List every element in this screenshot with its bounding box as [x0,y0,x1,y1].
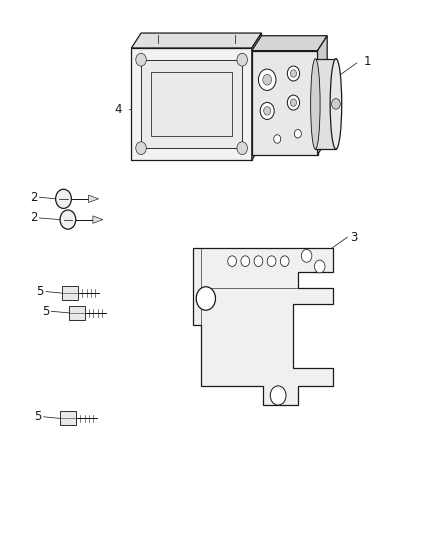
Text: 2: 2 [30,191,37,204]
Circle shape [264,107,271,115]
Polygon shape [193,248,333,405]
Circle shape [274,135,281,143]
Bar [131,48,252,160]
Polygon shape [252,36,327,51]
Text: 3: 3 [350,231,358,244]
Text: 5: 5 [36,285,44,298]
Bar [60,411,76,425]
Circle shape [237,53,247,66]
Polygon shape [93,216,103,223]
Circle shape [287,95,300,110]
Polygon shape [88,195,99,203]
Circle shape [241,256,250,266]
Circle shape [196,287,215,310]
Polygon shape [131,33,261,48]
Text: 4: 4 [114,103,122,116]
Circle shape [263,75,272,85]
Bar [252,51,318,155]
Circle shape [332,99,340,109]
Text: 5: 5 [34,410,42,423]
Text: 5: 5 [42,305,49,318]
Circle shape [254,256,263,266]
Circle shape [301,249,312,262]
Circle shape [56,189,71,208]
Bar [62,286,78,300]
Circle shape [290,99,297,107]
Circle shape [136,53,146,66]
Circle shape [260,102,274,119]
Circle shape [258,69,276,91]
Ellipse shape [311,59,320,149]
Circle shape [237,142,247,155]
Circle shape [294,130,301,138]
Circle shape [314,260,325,273]
Circle shape [60,210,76,229]
Bar [141,60,242,148]
Circle shape [270,386,286,405]
Bar [151,72,232,136]
Circle shape [228,256,237,266]
Bar [315,59,336,149]
Circle shape [267,256,276,266]
Bar [69,306,85,320]
Circle shape [136,142,146,155]
Polygon shape [318,36,327,155]
Circle shape [280,256,289,266]
Circle shape [287,66,300,81]
Circle shape [290,70,297,77]
Text: 2: 2 [30,212,37,224]
Text: 1: 1 [364,55,371,68]
Polygon shape [252,33,261,160]
Ellipse shape [330,59,342,149]
